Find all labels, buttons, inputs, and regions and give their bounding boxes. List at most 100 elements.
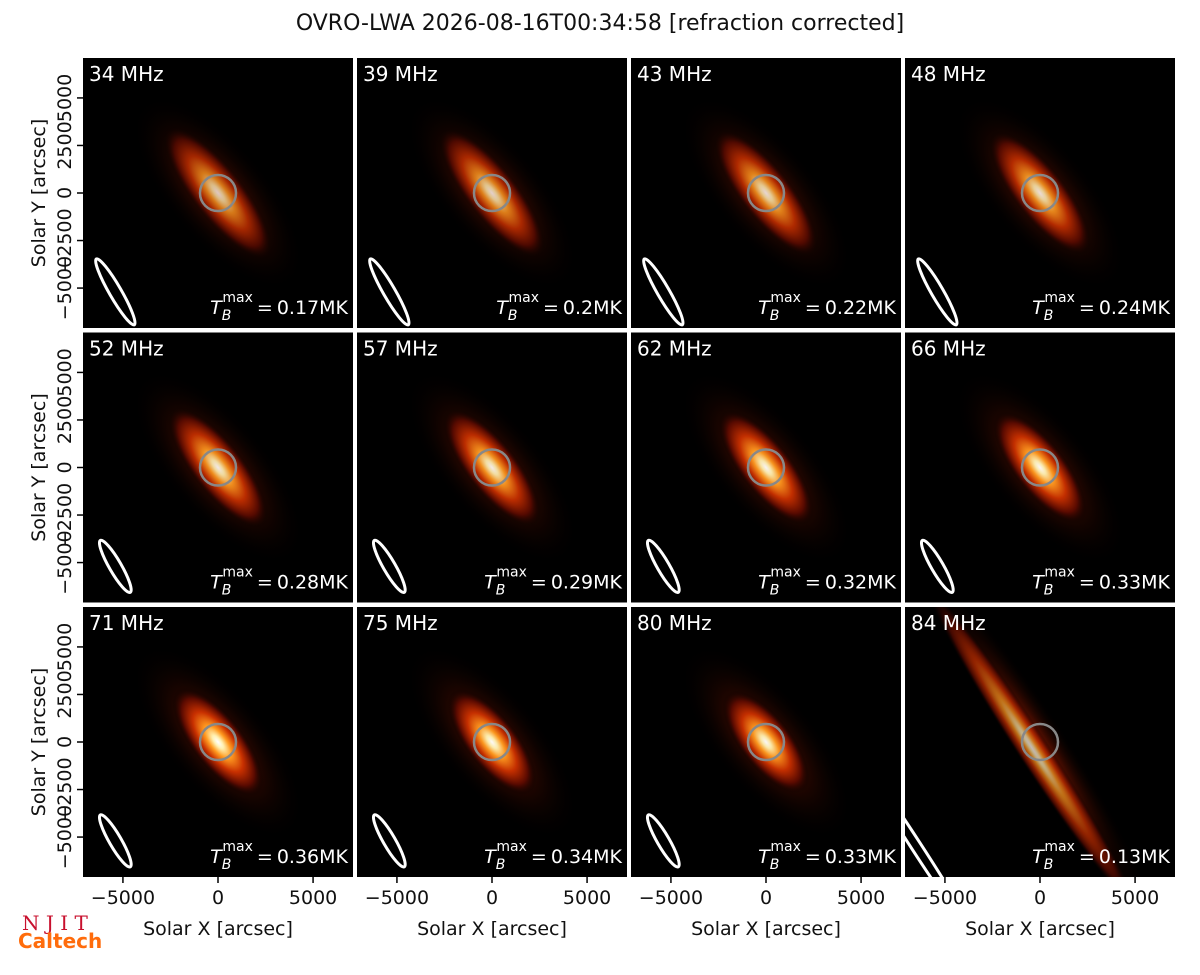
panel-title: 71 MHz	[89, 611, 164, 635]
panel	[631, 607, 901, 877]
annotation-sub: B	[1044, 308, 1054, 324]
solar-disk	[746, 448, 786, 487]
solar-disk	[198, 173, 238, 213]
solar-disk	[1020, 722, 1060, 762]
annotation-symbol: T	[758, 572, 771, 594]
value-label: 0.28MK	[277, 572, 349, 594]
panel-title: 80 MHz	[637, 611, 712, 635]
panel	[357, 607, 627, 877]
annotation-relation: =	[257, 572, 273, 594]
panel	[631, 332, 901, 603]
emission	[443, 408, 541, 527]
solar-disk	[198, 448, 238, 487]
annotation-sup: max	[496, 839, 527, 855]
x-tick-label: 5000	[1111, 887, 1159, 909]
annotation-symbol: T	[496, 297, 509, 319]
beam	[371, 813, 407, 869]
x-axis-label: Solar X [arcsec]	[417, 918, 567, 940]
solar-disk	[1020, 448, 1060, 487]
annotation-sub: B	[770, 583, 780, 599]
panel	[905, 332, 1175, 603]
annotation-sub: B	[508, 308, 518, 324]
panel-title: 48 MHz	[911, 62, 986, 86]
value-label: 0.2MK	[563, 297, 623, 319]
annotation: TBmax = 0.24MK	[1032, 290, 1170, 324]
x-tick-label: 0	[1034, 887, 1046, 909]
annotation-sup: max	[222, 839, 253, 855]
annotation-relation: =	[1079, 846, 1095, 868]
beam	[645, 813, 681, 869]
y-axis-label: Solar Y [arcsec]	[28, 393, 50, 541]
solar-disk	[1020, 173, 1060, 213]
annotation-sup: max	[1044, 839, 1075, 855]
value-label: 0.13MK	[1099, 846, 1171, 868]
emission	[168, 407, 268, 528]
annotation-sup: max	[1044, 565, 1075, 581]
annotation-sub: B	[222, 583, 232, 599]
value-label: 0.36MK	[277, 846, 349, 868]
x-tick-label: 5000	[563, 887, 611, 909]
annotation-relation: =	[805, 297, 821, 319]
panel-title: 52 MHz	[89, 337, 164, 361]
x-tick-label: 5000	[837, 887, 885, 909]
x-tick-label: 5000	[289, 887, 337, 909]
y-tick-label: 2500	[54, 670, 76, 718]
y-tick-label: 0	[54, 461, 76, 473]
annotation-relation: =	[531, 572, 547, 594]
y-tick-label: 5000	[54, 74, 76, 122]
panel-title: 57 MHz	[363, 337, 438, 361]
panel-title: 34 MHz	[89, 62, 164, 86]
panel	[905, 58, 1175, 328]
annotation-symbol: T	[210, 846, 223, 868]
annotation-relation: =	[1079, 572, 1095, 594]
annotation-sub: B	[1044, 857, 1054, 873]
panel	[357, 58, 627, 328]
annotation-symbol: T	[484, 846, 497, 868]
y-tick-label: 0	[54, 187, 76, 199]
x-axis-label: Solar X [arcsec]	[143, 918, 293, 940]
x-tick-label: −5000	[913, 887, 977, 909]
y-tick-label: −2500	[54, 208, 76, 272]
annotation-symbol: T	[1032, 572, 1045, 594]
panel-title: 75 MHz	[363, 611, 438, 635]
panel-title: 62 MHz	[637, 337, 712, 361]
annotation-relation: =	[531, 846, 547, 868]
y-axis-label: Solar Y [arcsec]	[28, 668, 50, 816]
annotation-symbol: T	[758, 846, 771, 868]
annotation-relation: =	[543, 297, 559, 319]
value-label: 0.24MK	[1099, 297, 1171, 319]
annotation-symbol: T	[210, 572, 223, 594]
y-tick-label: −5000	[54, 530, 76, 594]
value-label: 0.17MK	[277, 297, 349, 319]
annotation-sub: B	[222, 857, 232, 873]
annotation-relation: =	[1079, 297, 1095, 319]
annotation: TBmax = 0.33MK	[758, 839, 896, 873]
beam	[94, 257, 137, 327]
panel-title: 66 MHz	[911, 337, 986, 361]
annotation: TBmax = 0.32MK	[758, 565, 896, 599]
annotation-sub: B	[222, 308, 232, 324]
beam	[905, 752, 978, 877]
beam	[645, 538, 681, 595]
x-tick-label: −5000	[365, 887, 429, 909]
value-label: 0.33MK	[825, 846, 897, 868]
x-axis-label: Solar X [arcsec]	[691, 918, 841, 940]
annotation-sub: B	[496, 583, 506, 599]
annotation-sup: max	[1044, 290, 1075, 306]
annotation-symbol: T	[210, 297, 223, 319]
annotation: TBmax = 0.2MK	[496, 290, 622, 324]
annotation-sup: max	[770, 565, 801, 581]
y-tick-label: 0	[54, 736, 76, 748]
beam	[371, 538, 407, 595]
annotation-sup: max	[770, 290, 801, 306]
beam	[919, 538, 955, 595]
emission	[927, 607, 1136, 877]
annotation-symbol: T	[758, 297, 771, 319]
emission	[722, 690, 810, 794]
y-tick-label: 5000	[54, 348, 76, 396]
emission	[718, 410, 814, 525]
annotation-sup: max	[770, 839, 801, 855]
beam	[97, 538, 133, 595]
y-tick-label: −5000	[54, 256, 76, 320]
